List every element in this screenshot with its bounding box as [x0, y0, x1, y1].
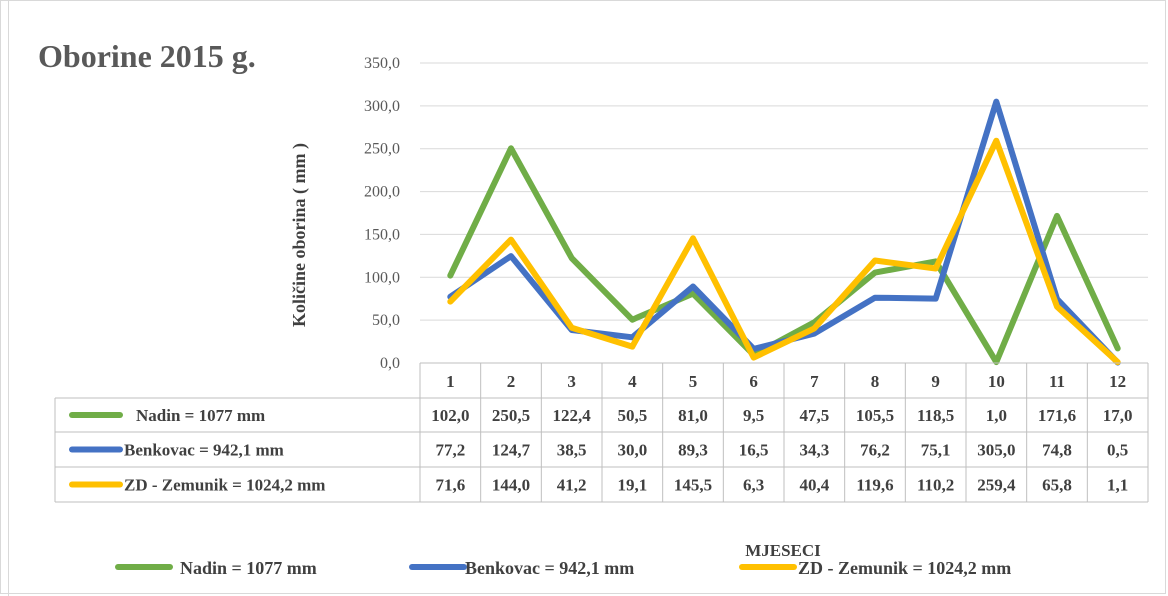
x-tick-label: 3	[567, 372, 576, 391]
data-label: 1,0	[986, 406, 1007, 425]
data-label: 74,8	[1042, 441, 1072, 460]
table-row-label: Nadin = 1077 mm	[136, 406, 265, 425]
data-label: 75,1	[921, 441, 951, 460]
data-label: 9,5	[743, 406, 764, 425]
data-label: 71,6	[435, 476, 465, 495]
y-tick-label: 300,0	[364, 98, 400, 115]
x-tick-label: 1	[446, 372, 455, 391]
legend-label-2: Benkovac = 942,1 mm	[465, 558, 634, 578]
x-tick-label: 2	[507, 372, 516, 391]
data-label: 102,0	[431, 406, 469, 425]
y-axis-label: Količine oborina ( mm )	[289, 143, 310, 327]
data-label: 30,0	[617, 441, 647, 460]
y-tick-label: 150,0	[364, 226, 400, 243]
data-label: 81,0	[678, 406, 708, 425]
data-label: 77,2	[435, 441, 465, 460]
x-tick-label: 7	[810, 372, 819, 391]
data-label: 89,3	[678, 441, 708, 460]
x-tick-label: 5	[689, 372, 698, 391]
data-label: 250,5	[492, 406, 530, 425]
data-label: 65,8	[1042, 476, 1072, 495]
data-label: 6,3	[743, 476, 764, 495]
y-axis-ticks: 0,0 50,0 100,0 150,0 200,0 250,0 300,0 350,0	[364, 55, 400, 372]
series-line-3	[447, 137, 1121, 366]
data-label: 47,5	[799, 406, 829, 425]
x-tick-label: 11	[1049, 372, 1065, 391]
x-tick-label: 9	[931, 372, 940, 391]
data-label: 122,4	[553, 406, 592, 425]
chart-title: Oborine 2015 g.	[38, 38, 256, 74]
data-label: 144,0	[492, 476, 530, 495]
data-label: 124,7	[492, 441, 531, 460]
data-label: 38,5	[557, 441, 587, 460]
x-tick-label: 4	[628, 372, 637, 391]
data-label: 34,3	[799, 441, 829, 460]
y-tick-label: 250,0	[364, 141, 400, 158]
data-label: 105,5	[856, 406, 894, 425]
data-label: 1,1	[1107, 476, 1128, 495]
data-label: 259,4	[977, 476, 1016, 495]
x-tick-label: 12	[1109, 372, 1126, 391]
page-edge	[8, 0, 9, 596]
x-tick-label: 10	[988, 372, 1005, 391]
y-tick-label: 350,0	[364, 55, 400, 72]
legend-label-1: Nadin = 1077 mm	[180, 558, 317, 578]
data-label: 41,2	[557, 476, 587, 495]
data-label: 305,0	[977, 441, 1015, 460]
table-row-label: Benkovac = 942,1 mm	[124, 441, 284, 460]
data-label: 145,5	[674, 476, 712, 495]
data-label: 19,1	[617, 476, 647, 495]
data-label: 118,5	[917, 406, 954, 425]
data-label: 119,6	[856, 476, 893, 495]
legend: Nadin = 1077 mm Benkovac = 942,1 mm ZD - Z…	[115, 558, 1011, 578]
data-label: 76,2	[860, 441, 890, 460]
x-axis-label: MJESECI	[745, 541, 821, 560]
series-lines	[447, 98, 1121, 366]
x-tick-label: 6	[749, 372, 758, 391]
y-tick-label: 0,0	[380, 355, 400, 372]
y-tick-label: 50,0	[372, 312, 400, 329]
legend-label-3: ZD - Zemunik = 1024,2 mm	[798, 558, 1011, 578]
x-tick-label: 8	[871, 372, 880, 391]
table-row-label: ZD - Zemunik = 1024,2 mm	[124, 476, 325, 495]
y-tick-label: 200,0	[364, 184, 400, 201]
data-label: 50,5	[617, 406, 647, 425]
data-label: 17,0	[1103, 406, 1133, 425]
data-label: 40,4	[799, 476, 829, 495]
y-tick-label: 100,0	[364, 269, 400, 286]
data-label: 171,6	[1038, 406, 1076, 425]
data-label: 16,5	[739, 441, 769, 460]
data-label: 0,5	[1107, 441, 1128, 460]
series-line-2	[447, 98, 1121, 366]
data-label: 110,2	[917, 476, 954, 495]
